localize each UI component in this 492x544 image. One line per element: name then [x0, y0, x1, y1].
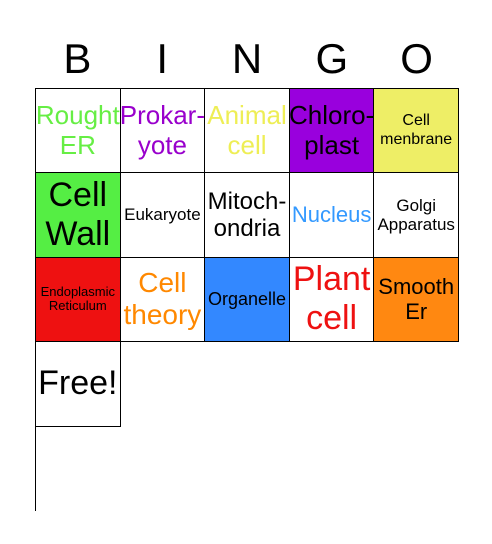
header-letter-n: N — [231, 35, 263, 82]
bingo-cell[interactable]: Cell Wall — [36, 173, 121, 258]
bingo-cell[interactable]: Free! — [36, 342, 121, 427]
bingo-cell[interactable]: Nucleus — [289, 173, 375, 258]
bingo-cell[interactable]: Rought ER — [36, 89, 121, 174]
bingo-cell[interactable]: Animal cell — [205, 89, 290, 174]
bingo-cell[interactable]: Mitoch-ondria — [205, 173, 290, 258]
bingo-cell[interactable]: Organelle — [205, 257, 290, 343]
header-letter-b: B — [63, 35, 92, 82]
bingo-cell[interactable]: Cell menbrane — [374, 89, 459, 174]
bingo-header: B I N G O — [35, 30, 459, 88]
header-letter-o: O — [400, 35, 433, 82]
bingo-cell[interactable]: Golgi Apparatus — [374, 173, 459, 258]
header-letter-i: I — [156, 35, 169, 82]
bingo-cell[interactable]: Prokar-yote — [120, 89, 206, 174]
bingo-cell[interactable]: Cell theory — [120, 257, 206, 343]
bingo-cell[interactable]: Smooth Er — [374, 257, 459, 343]
bingo-cell[interactable]: Endoplasmic Reticulum — [36, 257, 121, 343]
bingo-cell[interactable]: Chloro-plast — [289, 89, 375, 174]
bingo-cell[interactable]: Plant cell — [289, 257, 375, 343]
header-letter-g: G — [315, 35, 349, 82]
bingo-board: Rought ER Prokar-yote Animal cell Chloro-pl… — [35, 88, 459, 511]
bingo-cell[interactable]: Eukaryote — [120, 173, 206, 258]
